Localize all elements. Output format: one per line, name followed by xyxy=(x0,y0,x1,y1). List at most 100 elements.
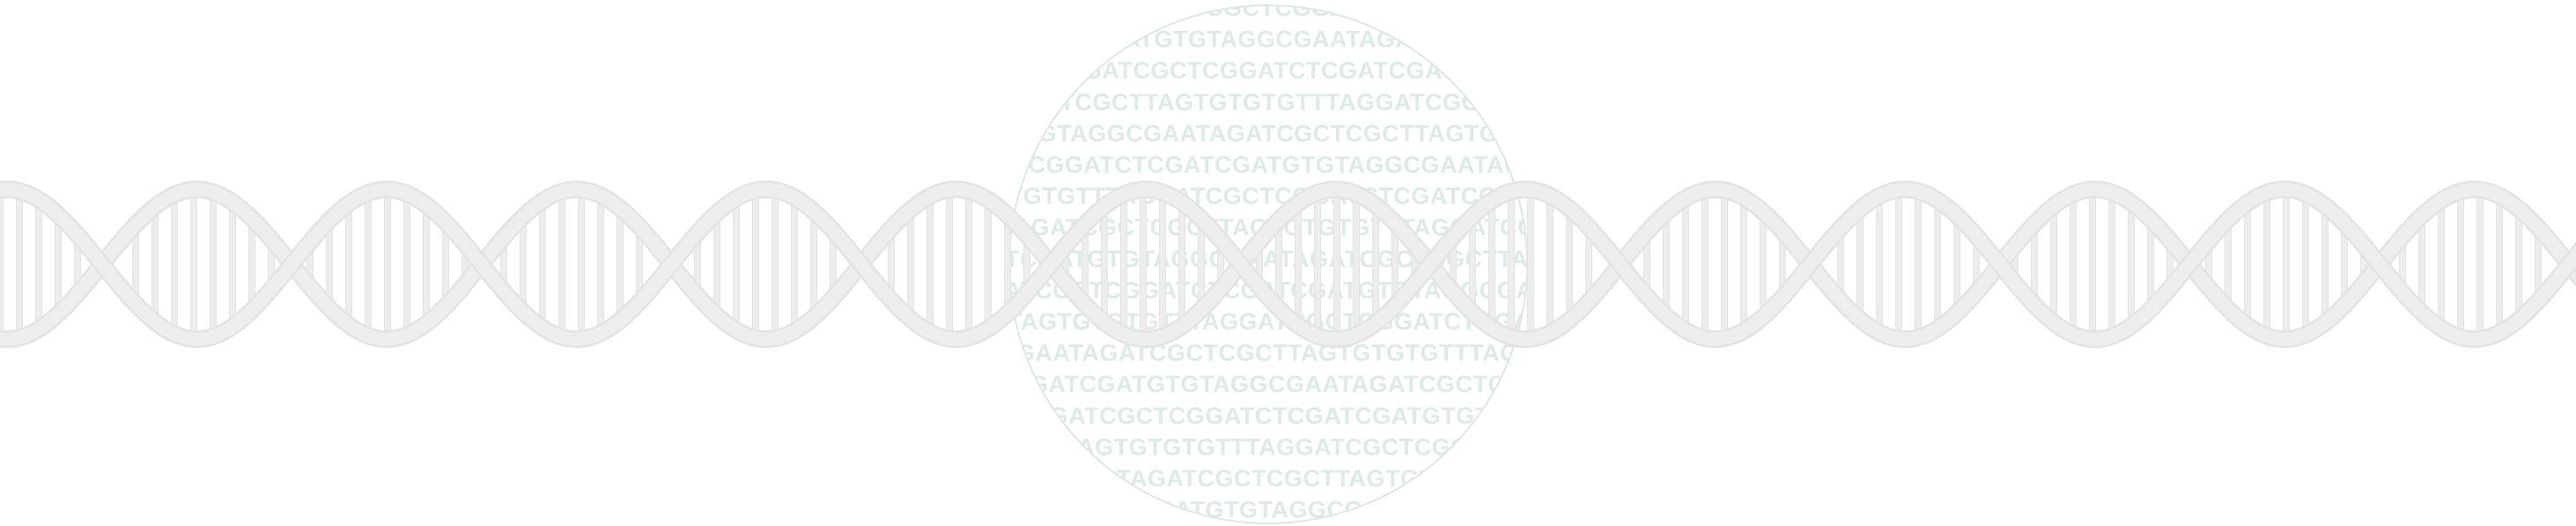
base-pair-rung xyxy=(907,216,914,313)
base-pair-rung xyxy=(733,204,740,324)
base-pair-rung xyxy=(1760,218,1767,311)
base-pair-rung xyxy=(2515,215,2522,314)
base-pair-rung xyxy=(2244,209,2251,320)
base-pair-rung xyxy=(423,211,430,317)
base-pair-rung xyxy=(2225,226,2232,303)
base-pair-rung xyxy=(2496,202,2503,327)
base-pair-rung xyxy=(1004,221,1011,307)
base-pair-rung xyxy=(190,196,197,333)
base-pair-rung xyxy=(403,200,410,329)
sequence-line: GGATCGCTCGGATCTCGATCGATGTGTA xyxy=(1030,403,1505,429)
base-pair-rung xyxy=(2089,196,2096,333)
base-pair-rung xyxy=(2031,230,2038,299)
base-pair-rung xyxy=(926,203,934,326)
base-pair-rung xyxy=(1391,229,1399,300)
base-pair-rung xyxy=(2535,233,2542,295)
base-pair-rung xyxy=(1740,204,1747,325)
base-pair-rung xyxy=(1663,219,1670,310)
base-pair-rung xyxy=(985,206,992,322)
base-pair-rung xyxy=(365,199,372,330)
sequence-line: CGAATAGATCGCTCGCTTAGTGTGTGTTTAGG xyxy=(999,340,1538,367)
base-pair-rung xyxy=(0,196,4,332)
base-pair-rung xyxy=(520,223,527,306)
base-pair-rung xyxy=(229,208,236,321)
base-pair-rung xyxy=(965,197,972,331)
base-pair-rung xyxy=(2418,222,2425,307)
base-pair-rung xyxy=(1566,215,1573,314)
base-pair-rung xyxy=(132,231,139,298)
base-pair-rung xyxy=(1682,204,1689,324)
base-pair-rung xyxy=(210,198,217,330)
sequence-line: ATCGATGTGTAGGCGAATAGATCGC xyxy=(1056,26,1480,53)
base-pair-rung xyxy=(2050,212,2057,316)
base-pair-rung xyxy=(2302,200,2309,329)
helix-strand-b xyxy=(0,182,2576,346)
base-pair-rung xyxy=(2263,199,2270,330)
base-pair-rung xyxy=(2438,206,2445,322)
base-pair-rung xyxy=(1101,212,1108,316)
base-pair-rung xyxy=(1120,201,1127,328)
base-pair-rung xyxy=(1469,222,1476,307)
helix-base-pairs xyxy=(0,196,2542,333)
base-pair-rung xyxy=(752,196,759,332)
sequence-line: CTCGGATCTCGATCGATGTGTAGGCGAATAGA xyxy=(996,152,1541,178)
base-pair-rung xyxy=(1295,210,1302,319)
base-pair-rung xyxy=(1546,202,1554,327)
base-pair-rung xyxy=(1915,197,1922,331)
base-pair-rung xyxy=(2147,226,2154,303)
base-pair-rung xyxy=(1275,226,1282,302)
sequence-line: TTAGTGTGTGTTTAGGATCGCTCGGA xyxy=(1049,433,1487,460)
base-pair-rung xyxy=(1876,202,1883,327)
base-pair-rung xyxy=(616,214,624,315)
base-pair-rung xyxy=(1159,198,1166,330)
base-pair-rung xyxy=(2457,197,2464,331)
sequence-line: CTCGCTTAGTGTGTGTTTAGGATCGCT xyxy=(1043,89,1495,115)
sequence-text-lens: GATCGATCGCTCGGATCTCGA ATCGATGTGTAGGCGAATA… xyxy=(996,0,1541,523)
sequence-line: GATCGATCGCTCGGATCTCGA xyxy=(1089,0,1448,21)
base-pair-rung xyxy=(35,205,42,323)
base-pair-rung xyxy=(2283,196,2290,333)
sequence-line: CGATGTGTAGGCGAA xyxy=(1138,497,1399,523)
base-pair-rung xyxy=(326,226,333,302)
base-pair-rung xyxy=(1527,196,1534,333)
base-pair-rung xyxy=(2070,200,2077,329)
base-pair-rung xyxy=(1837,234,1844,294)
base-pair-rung xyxy=(946,196,953,332)
base-pair-rung xyxy=(1934,206,1941,322)
base-pair-rung xyxy=(171,201,178,328)
sequence-line: AATAGATCGCTCGCTTAGTGTG xyxy=(1083,465,1453,492)
base-pair-rung xyxy=(442,228,449,300)
base-pair-rung xyxy=(1081,230,1089,299)
sequence-line: CGATCGATGTGTAGGCGAATAGATCGCTCG xyxy=(1012,371,1524,397)
sequence-line: TGTAGGCGAATAGATCGCTCGCTTAGTGT xyxy=(1023,120,1513,146)
base-pair-rung xyxy=(1895,196,1902,333)
base-pair-rung xyxy=(791,204,798,325)
base-pair-rung xyxy=(16,197,23,331)
base-pair-rung xyxy=(597,202,604,327)
base-pair-rung xyxy=(1953,222,1960,307)
base-pair-rung xyxy=(636,233,643,296)
base-pair-rung xyxy=(1314,199,1321,330)
base-pair-rung xyxy=(1701,196,1709,332)
base-pair-rung xyxy=(558,197,565,331)
base-pair-rung xyxy=(1333,196,1340,333)
base-pair-rung xyxy=(713,219,720,309)
sequence-line: TGTGTTTAGGATCGCTCGGATCTCGATCGAT xyxy=(1008,183,1528,210)
base-pair-rung xyxy=(2341,229,2348,300)
base-pair-rung xyxy=(1508,197,1515,331)
base-pair-rung xyxy=(1585,233,1592,295)
base-pair-rung xyxy=(2108,198,2115,330)
base-pair-rung xyxy=(2128,209,2135,320)
base-pair-rung xyxy=(345,210,352,319)
base-pair-rung xyxy=(2321,211,2329,317)
base-pair-rung xyxy=(1372,211,1379,317)
base-pair-rung xyxy=(1178,209,1185,320)
base-pair-rung xyxy=(151,213,159,315)
base-pair-rung xyxy=(2476,196,2484,333)
helix-strand-a xyxy=(0,182,2576,346)
base-pair-rung xyxy=(1721,196,1728,332)
helix-strands xyxy=(0,180,2576,349)
base-pair-rung xyxy=(1140,196,1147,333)
